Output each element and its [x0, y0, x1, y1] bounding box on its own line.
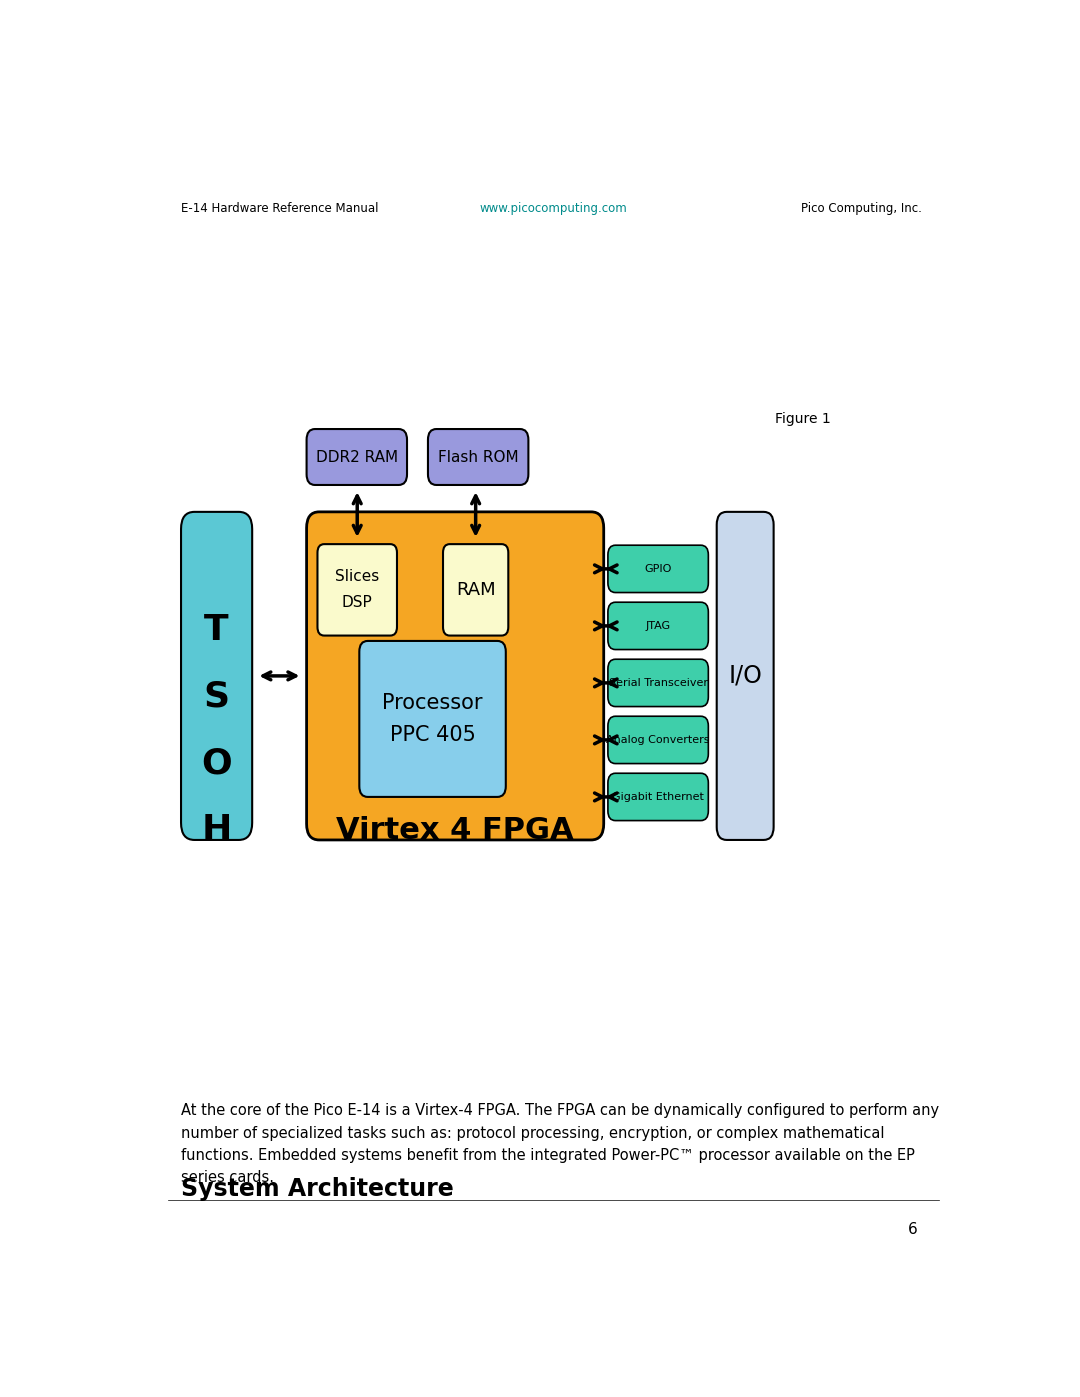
- Text: JTAG: JTAG: [646, 620, 671, 631]
- Text: System Architecture: System Architecture: [181, 1176, 454, 1200]
- Text: Serial Transceiver: Serial Transceiver: [609, 678, 707, 687]
- Text: www.picocomputing.com: www.picocomputing.com: [480, 203, 627, 215]
- FancyBboxPatch shape: [181, 511, 253, 840]
- Text: RAM: RAM: [456, 581, 496, 599]
- FancyBboxPatch shape: [608, 659, 708, 707]
- Text: DDR2 RAM: DDR2 RAM: [315, 450, 397, 464]
- Text: O: O: [201, 746, 232, 781]
- Text: GPIO: GPIO: [645, 564, 672, 574]
- FancyBboxPatch shape: [717, 511, 773, 840]
- FancyBboxPatch shape: [608, 717, 708, 764]
- FancyBboxPatch shape: [360, 641, 505, 796]
- FancyBboxPatch shape: [608, 545, 708, 592]
- FancyBboxPatch shape: [608, 602, 708, 650]
- Text: PPC 405: PPC 405: [390, 725, 475, 745]
- Text: Processor: Processor: [382, 693, 483, 712]
- Text: Slices: Slices: [335, 570, 379, 584]
- Text: Virtex 4 FPGA: Virtex 4 FPGA: [336, 816, 573, 845]
- Text: S: S: [203, 680, 230, 714]
- Text: At the core of the Pico E-14 is a Virtex-4 FPGA. The FPGA can be dynamically con: At the core of the Pico E-14 is a Virtex…: [181, 1104, 940, 1185]
- FancyBboxPatch shape: [307, 429, 407, 485]
- Text: Gigabit Ethernet: Gigabit Ethernet: [612, 792, 704, 802]
- FancyBboxPatch shape: [428, 429, 528, 485]
- FancyBboxPatch shape: [307, 511, 604, 840]
- Text: E-14 Hardware Reference Manual: E-14 Hardware Reference Manual: [181, 203, 378, 215]
- Text: Figure 1: Figure 1: [775, 412, 831, 426]
- FancyBboxPatch shape: [608, 774, 708, 820]
- Text: Flash ROM: Flash ROM: [437, 450, 518, 464]
- Text: Pico Computing, Inc.: Pico Computing, Inc.: [801, 203, 922, 215]
- Text: I/O: I/O: [728, 664, 762, 687]
- Text: H: H: [202, 813, 232, 847]
- Text: Analog Converters: Analog Converters: [606, 735, 710, 745]
- Text: T: T: [204, 613, 229, 647]
- Text: 6: 6: [908, 1222, 918, 1236]
- Text: DSP: DSP: [342, 595, 373, 610]
- FancyBboxPatch shape: [443, 545, 509, 636]
- FancyBboxPatch shape: [318, 545, 397, 636]
